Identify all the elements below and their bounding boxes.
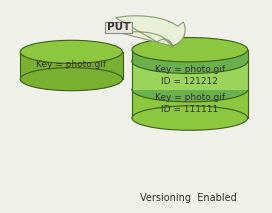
Polygon shape: [20, 52, 123, 79]
Text: Key = photo.gif: Key = photo.gif: [155, 94, 225, 102]
Ellipse shape: [132, 49, 248, 73]
Text: ID = 121212: ID = 121212: [161, 77, 218, 86]
FancyBboxPatch shape: [105, 22, 132, 33]
Text: Key = photo.gif: Key = photo.gif: [36, 60, 106, 69]
Ellipse shape: [132, 78, 248, 102]
Text: PUT: PUT: [107, 22, 130, 32]
Ellipse shape: [132, 37, 248, 62]
Polygon shape: [132, 90, 248, 118]
Ellipse shape: [132, 106, 248, 130]
Text: Versioning  Enabled: Versioning Enabled: [140, 193, 237, 203]
Polygon shape: [132, 50, 248, 61]
Text: ID = 111111: ID = 111111: [161, 105, 218, 114]
Ellipse shape: [20, 68, 123, 91]
Text: Key = photo.gif: Key = photo.gif: [155, 65, 225, 74]
Polygon shape: [116, 16, 185, 46]
Ellipse shape: [20, 40, 123, 63]
Polygon shape: [132, 61, 248, 90]
